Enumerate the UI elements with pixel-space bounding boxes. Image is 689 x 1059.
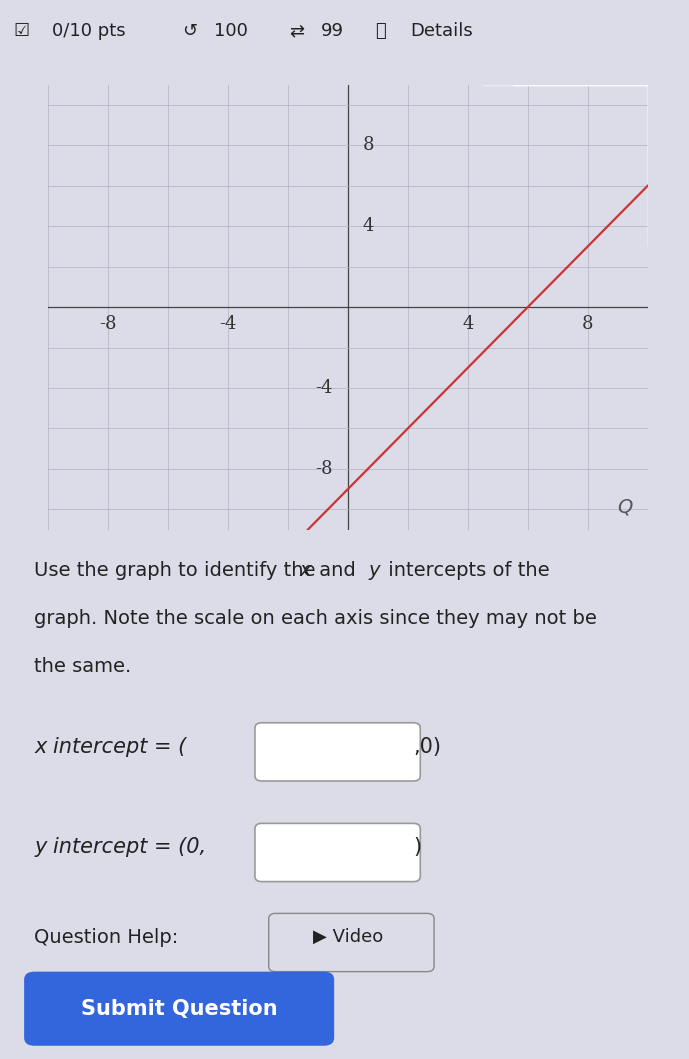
Text: Q: Q xyxy=(617,497,633,516)
Polygon shape xyxy=(483,85,648,185)
Text: -8: -8 xyxy=(316,460,333,478)
Text: and: and xyxy=(313,561,362,580)
Text: graph. Note the scale on each axis since they may not be: graph. Note the scale on each axis since… xyxy=(34,609,597,628)
Text: x intercept = (: x intercept = ( xyxy=(34,737,187,756)
Text: the same.: the same. xyxy=(34,657,132,676)
Text: 8: 8 xyxy=(582,316,593,334)
FancyBboxPatch shape xyxy=(255,723,420,782)
Text: ▶ Video: ▶ Video xyxy=(313,929,384,946)
Text: intercepts of the: intercepts of the xyxy=(382,561,550,580)
Text: Submit Question: Submit Question xyxy=(81,999,278,1019)
Text: -4: -4 xyxy=(219,316,237,334)
Text: 0/10 pts: 0/10 pts xyxy=(52,22,125,40)
Text: 4: 4 xyxy=(363,217,374,235)
Text: ⇄: ⇄ xyxy=(289,22,305,40)
Polygon shape xyxy=(513,85,648,247)
Text: ⓘ: ⓘ xyxy=(376,22,387,40)
Text: 8: 8 xyxy=(363,137,374,155)
Text: y: y xyxy=(369,561,380,580)
Text: ,0): ,0) xyxy=(413,737,442,756)
Text: Question Help:: Question Help: xyxy=(34,928,178,947)
FancyBboxPatch shape xyxy=(24,972,334,1046)
Text: Use the graph to identify the: Use the graph to identify the xyxy=(34,561,322,580)
FancyBboxPatch shape xyxy=(255,824,420,881)
Text: 4: 4 xyxy=(462,316,473,334)
Text: -4: -4 xyxy=(316,379,333,397)
Text: x: x xyxy=(300,561,311,580)
Text: ☑: ☑ xyxy=(14,22,30,40)
Text: ): ) xyxy=(413,838,422,857)
Text: y intercept = (0,: y intercept = (0, xyxy=(34,838,207,857)
FancyBboxPatch shape xyxy=(269,913,434,972)
Text: Details: Details xyxy=(410,22,473,40)
Text: 100: 100 xyxy=(214,22,247,40)
Text: 99: 99 xyxy=(320,22,343,40)
Text: ↺: ↺ xyxy=(183,22,198,40)
Text: -8: -8 xyxy=(99,316,117,334)
